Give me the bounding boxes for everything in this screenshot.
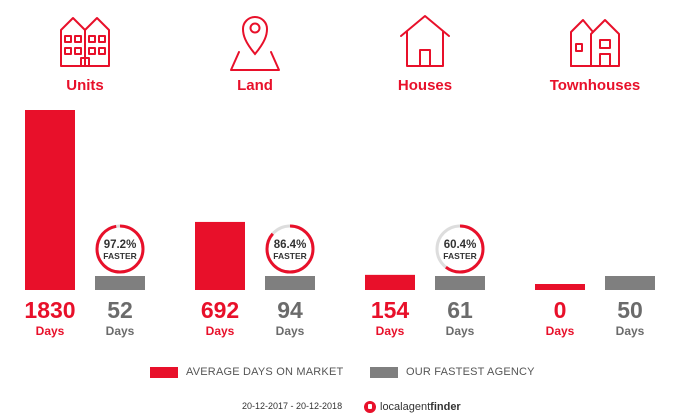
value-average-townhouses: 0 [554,297,567,323]
unit-fastest-townhouses: Days [616,324,645,338]
unit-fastest-land: Days [276,324,305,338]
townhouses-icon [570,19,620,67]
footer: 20-12-2017 - 20-12-2018 localagentfinder [0,398,700,416]
value-average-land: 692 [201,297,239,323]
date-range: 20-12-2017 - 20-12-2018 [242,401,343,411]
faster-ring-progress [435,224,485,274]
value-fastest-units: 52 [107,297,133,323]
faster-badge-units: 97.2%FASTER [95,224,145,274]
bar-average-land [195,221,245,290]
bar-fastest-townhouses [605,276,655,290]
brand-name-middle: agent [402,401,431,413]
category-label-houses: Houses [398,77,452,94]
unit-average-townhouses: Days [546,324,575,338]
legend-label-fastest: OUR FASTEST AGENCY [406,366,535,378]
bar-fastest-land [265,276,315,290]
brand-name-suffix: finder [430,401,461,413]
bar-fastest-units [95,276,145,290]
value-average-units: 1830 [24,297,75,323]
value-fastest-houses: 61 [447,297,473,323]
land-pin-icon [230,16,280,71]
faster-badge-land: 86.4%FASTER [265,224,315,274]
unit-fastest-houses: Days [446,324,475,338]
faster-word-label: FASTER [443,251,477,261]
brand-logo-icon [364,401,376,413]
legend-label-average: AVERAGE DAYS ON MARKET [186,366,344,378]
unit-fastest-units: Days [106,324,135,338]
category-label-units: Units [66,77,104,94]
faster-badge-houses: 60.4%FASTER [435,224,485,274]
faster-percent-label: 60.4% [444,239,477,251]
faster-percent-label: 97.2% [104,239,137,251]
category-label-land: Land [237,77,273,94]
faster-percent-label: 86.4% [274,239,307,251]
faster-word-label: FASTER [103,251,137,261]
bar-average-units [25,110,75,290]
category-label-townhouses: Townhouses [550,77,641,94]
bar-fastest-houses [435,276,485,290]
brand-name-prefix: local [380,401,403,413]
value-fastest-land: 94 [277,297,303,323]
faster-ring-progress [265,224,315,274]
bar-average-townhouses [535,284,585,290]
units-icon [60,17,110,67]
house-icon [400,15,450,67]
brand-name: localagentfinder [380,401,461,413]
faster-ring-progress [95,224,145,274]
legend-item-average: AVERAGE DAYS ON MARKET [150,364,343,380]
unit-average-houses: Days [376,324,405,338]
days-on-market-chart: Units Land Houses Townhouses 97.2%FASTER86.… [24,15,655,338]
legend-swatch-fastest [370,366,398,378]
legend-item-fastest: OUR FASTEST AGENCY [370,364,535,380]
value-average-houses: 154 [371,297,410,323]
legend: AVERAGE DAYS ON MARKET OUR FASTEST AGENC… [0,364,700,380]
value-fastest-townhouses: 50 [617,297,643,323]
bar-average-houses [365,274,415,290]
brand-logo: localagentfinder [364,398,461,416]
unit-average-land: Days [206,324,235,338]
legend-swatch-average [150,366,178,378]
faster-word-label: FASTER [273,251,307,261]
unit-average-units: Days [36,324,65,338]
